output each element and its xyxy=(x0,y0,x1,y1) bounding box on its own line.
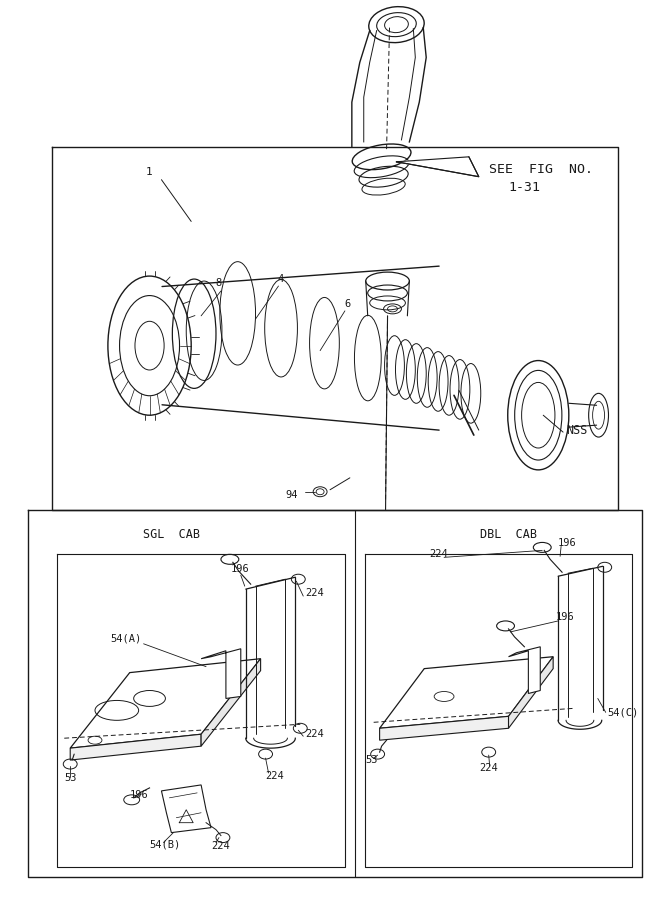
Polygon shape xyxy=(161,785,211,832)
Text: NSS: NSS xyxy=(566,424,588,436)
Polygon shape xyxy=(380,657,553,728)
Text: DBL  CAB: DBL CAB xyxy=(480,528,537,541)
Text: 224: 224 xyxy=(479,763,498,773)
Text: 196: 196 xyxy=(129,790,149,800)
Text: SGL  CAB: SGL CAB xyxy=(143,528,200,541)
Text: 94: 94 xyxy=(285,490,298,500)
Text: 53: 53 xyxy=(366,755,378,765)
Text: 54(C): 54(C) xyxy=(608,707,639,717)
Text: 1: 1 xyxy=(146,166,153,176)
Text: 6: 6 xyxy=(345,299,351,309)
Text: 1-31: 1-31 xyxy=(508,181,540,194)
Text: 224: 224 xyxy=(429,549,448,560)
Text: 196: 196 xyxy=(558,538,577,548)
Polygon shape xyxy=(201,649,241,698)
Polygon shape xyxy=(201,659,261,746)
Polygon shape xyxy=(70,659,261,748)
Text: 196: 196 xyxy=(231,564,249,574)
Text: 224: 224 xyxy=(211,841,229,850)
Text: 224: 224 xyxy=(305,729,324,739)
Polygon shape xyxy=(396,157,479,176)
Text: 4: 4 xyxy=(277,274,283,284)
Polygon shape xyxy=(508,647,540,694)
Text: 54(A): 54(A) xyxy=(110,634,141,643)
Text: 196: 196 xyxy=(556,612,575,622)
Polygon shape xyxy=(380,716,508,740)
Text: 53: 53 xyxy=(64,773,77,783)
Text: SEE  FIG  NO.: SEE FIG NO. xyxy=(489,163,593,176)
Polygon shape xyxy=(508,657,553,728)
Polygon shape xyxy=(70,734,201,760)
Text: 54(B): 54(B) xyxy=(149,840,181,850)
Text: 8: 8 xyxy=(216,278,222,288)
Text: 224: 224 xyxy=(305,588,324,598)
Text: 224: 224 xyxy=(265,771,284,781)
